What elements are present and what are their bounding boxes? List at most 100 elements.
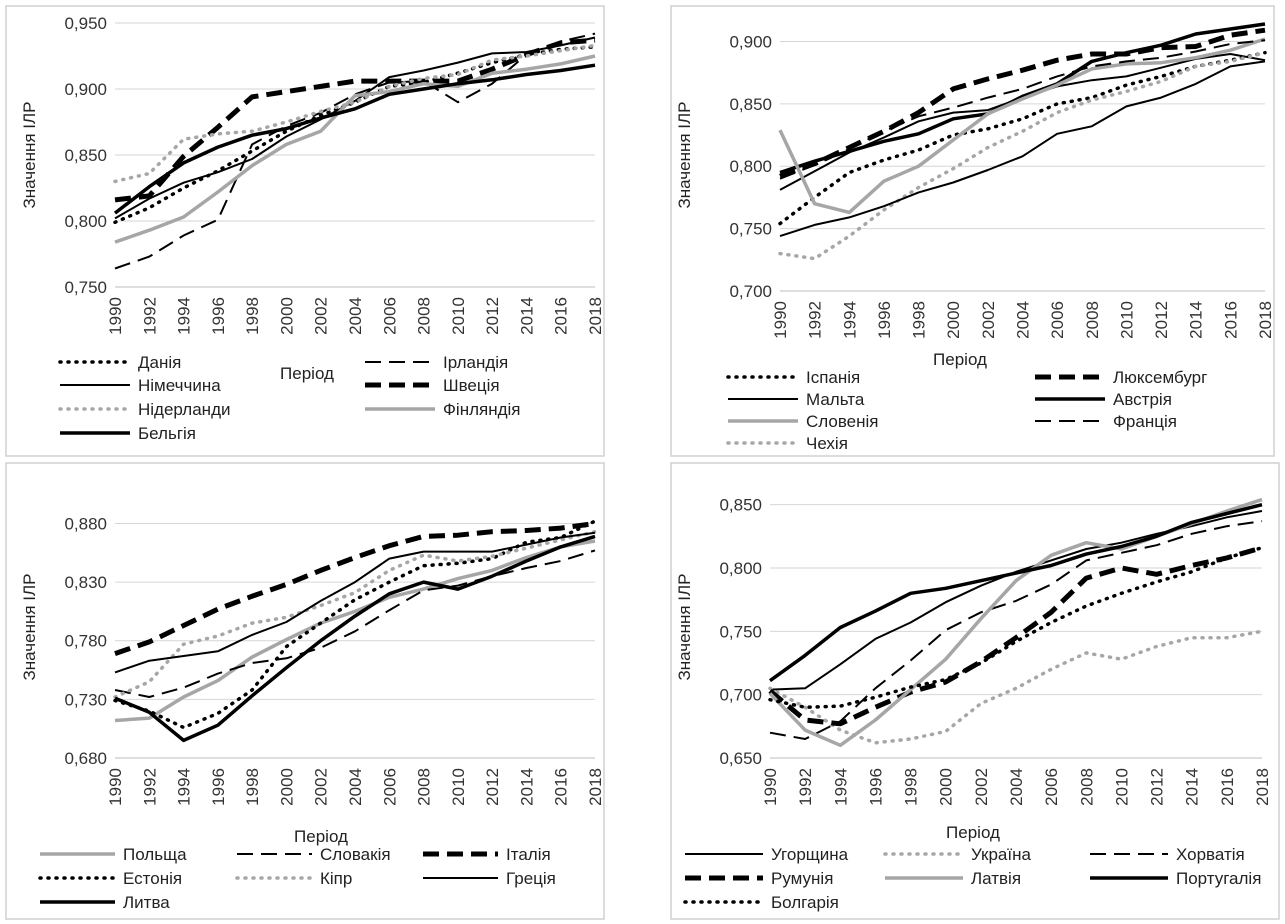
y-tick-label: 0,700 xyxy=(719,686,762,705)
x-tick-label: 1998 xyxy=(910,301,929,339)
x-tick-label: 2006 xyxy=(1042,768,1061,806)
x-tick-label: 1996 xyxy=(866,768,885,806)
x-tick-label: 1992 xyxy=(140,768,159,806)
x-tick-label: 1992 xyxy=(796,768,815,806)
x-tick-label: 2004 xyxy=(346,768,365,806)
legend-label: Фінляндія xyxy=(443,400,521,419)
x-tick-label: 2018 xyxy=(586,768,605,806)
series-line-7 xyxy=(778,50,1267,261)
series-line-2 xyxy=(768,629,1264,745)
x-tick-label: 2006 xyxy=(380,297,399,335)
y-tick-label: 0,750 xyxy=(64,278,107,297)
x-tick-label: 1990 xyxy=(106,297,125,335)
x-tick-label: 2018 xyxy=(1253,768,1272,806)
y-tick-label: 0,830 xyxy=(64,573,107,592)
series-line-5 xyxy=(113,529,597,699)
x-tick-label: 2010 xyxy=(1112,768,1131,806)
chart-frame xyxy=(670,5,1275,457)
series-line-4 xyxy=(768,545,1263,727)
y-tick-label: 0,800 xyxy=(64,212,107,231)
x-tick-label: 1996 xyxy=(209,297,228,335)
x-tick-label: 1998 xyxy=(243,768,262,806)
series-line-6 xyxy=(768,503,1263,683)
x-tick-label: 2016 xyxy=(552,297,571,335)
series-line-1 xyxy=(114,539,596,723)
x-tick-label: 2016 xyxy=(1218,768,1237,806)
chart-1: 0,750 0,800 0,850 0,900 0,950 1990 1992 1994 199… xyxy=(5,5,605,457)
y-tick-label: 0,880 xyxy=(64,514,107,533)
x-tick-label: 1990 xyxy=(106,768,125,806)
x-tick-label: 1994 xyxy=(175,297,194,335)
y-axis-title: Значення ІЛР xyxy=(20,574,39,681)
x-tick-label: 2000 xyxy=(937,768,956,806)
y-tick-label: 0,900 xyxy=(64,80,107,99)
legend-label: Латвія xyxy=(971,869,1021,888)
y-tick-label: 0,730 xyxy=(64,690,107,709)
legend-label: Люксембург xyxy=(1113,368,1207,387)
x-tick-label: 2008 xyxy=(415,768,434,806)
series-line-2 xyxy=(779,27,1266,179)
y-tick-label: 0,900 xyxy=(729,32,772,51)
series-line-4 xyxy=(114,37,596,203)
chart-frame xyxy=(5,462,605,920)
x-tick-label: 2010 xyxy=(1117,301,1136,339)
legend-label: Італія xyxy=(506,845,551,864)
legend-label: Данія xyxy=(138,353,181,372)
series-line-4 xyxy=(779,22,1266,175)
y-tick-label: 0,950 xyxy=(64,14,107,33)
x-axis-title: Період xyxy=(280,364,334,383)
series-line-5 xyxy=(778,37,1266,215)
x-axis-title: Період xyxy=(946,823,1000,842)
x-tick-label: 1992 xyxy=(140,297,159,335)
y-tick-label: 0,700 xyxy=(729,282,772,301)
x-tick-label: 1990 xyxy=(771,301,790,339)
series-line-2 xyxy=(114,549,596,698)
legend-label: Естонія xyxy=(123,869,182,888)
y-tick-label: 0,800 xyxy=(729,157,772,176)
legend-label: Словенія xyxy=(806,412,879,431)
legend-label: Румунія xyxy=(771,869,833,888)
x-tick-label: 2014 xyxy=(1183,768,1202,806)
legend-label: Франція xyxy=(1113,412,1177,431)
x-tick-label: 2006 xyxy=(380,768,399,806)
x-tick-label: 2002 xyxy=(972,768,991,806)
legend-label: Литва xyxy=(123,893,170,912)
legend-label: Угорщина xyxy=(771,845,849,864)
y-tick-label: 0,780 xyxy=(64,632,107,651)
x-tick-label: 2012 xyxy=(1148,768,1167,806)
series-line-2 xyxy=(114,32,596,270)
x-tick-label: 1992 xyxy=(806,301,825,339)
x-tick-label: 1996 xyxy=(875,301,894,339)
legend-label: Польща xyxy=(123,845,187,864)
legend-label: Словакія xyxy=(320,845,391,864)
x-tick-label: 2012 xyxy=(1152,301,1171,339)
x-tick-label: 1990 xyxy=(761,768,780,806)
series-line-1 xyxy=(778,50,1267,226)
chart-2: 0,700 0,750 0,800 0,850 0,900 1990 1992 1994 199… xyxy=(670,5,1275,457)
x-tick-label: 1998 xyxy=(902,768,921,806)
series-line-7 xyxy=(114,534,596,743)
chart-frame xyxy=(5,5,605,457)
x-tick-label: 2002 xyxy=(312,297,331,335)
series-line-3 xyxy=(769,520,1263,740)
legend-label: Греція xyxy=(506,869,556,888)
y-tick-label: 0,680 xyxy=(64,749,107,768)
x-tick-label: 1994 xyxy=(831,768,850,806)
series-line-6 xyxy=(114,531,596,674)
x-tick-label: 1998 xyxy=(243,297,262,335)
x-tick-label: 2012 xyxy=(483,297,502,335)
y-tick-label: 0,850 xyxy=(729,95,772,114)
chart-panel-4: 0,650 0,700 0,750 0,800 0,850 1990 1992 1994 199… xyxy=(670,462,1280,920)
y-tick-label: 0,800 xyxy=(719,559,762,578)
x-tick-label: 2014 xyxy=(1187,301,1206,339)
legend-label: Мальта xyxy=(806,390,865,409)
x-tick-label: 2000 xyxy=(277,768,296,806)
x-tick-label: 2016 xyxy=(552,768,571,806)
legend-label: Австрія xyxy=(1113,390,1172,409)
series-line-7 xyxy=(113,63,596,215)
legend-label: Бельгія xyxy=(138,424,196,443)
x-tick-label: 1996 xyxy=(209,768,228,806)
legend-label: Нідерланди xyxy=(138,400,230,419)
x-axis-title: Період xyxy=(294,827,348,846)
legend-label: Ірландія xyxy=(443,353,508,372)
